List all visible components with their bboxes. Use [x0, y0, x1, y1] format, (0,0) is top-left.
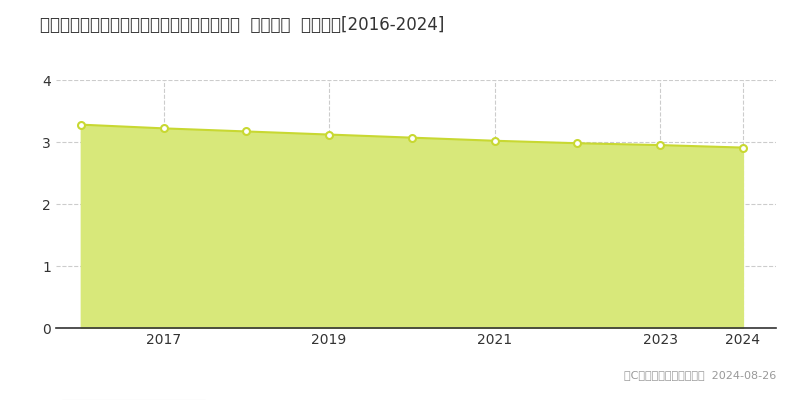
Text: 新潟県上越市大字有間川字家浦８０９番１外  地価公示  地価推移[2016-2024]: 新潟県上越市大字有間川字家浦８０９番１外 地価公示 地価推移[2016-2024… [40, 16, 444, 34]
Text: （C）土地価格ドットコム  2024-08-26: （C）土地価格ドットコム 2024-08-26 [624, 370, 776, 380]
